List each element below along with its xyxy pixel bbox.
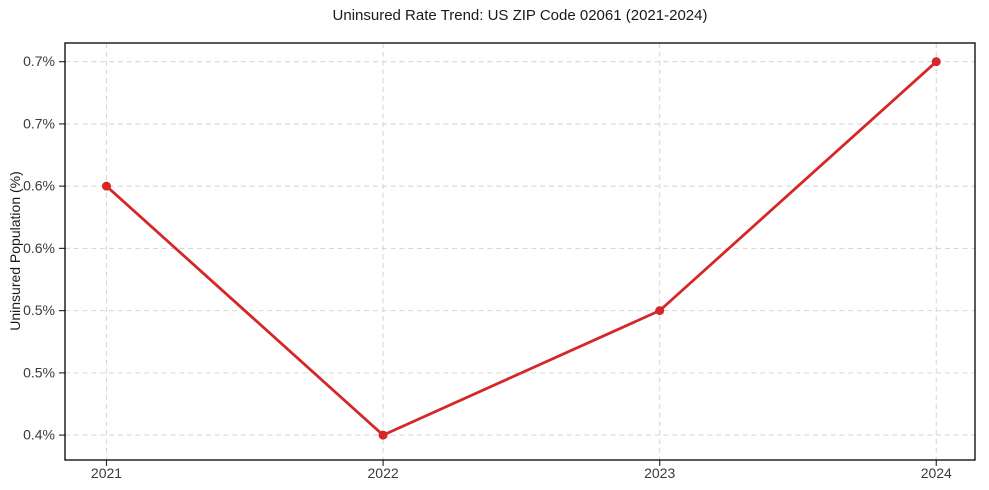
chart-title: Uninsured Rate Trend: US ZIP Code 02061 … [332,7,708,24]
x-tick-label: 2023 [644,465,675,481]
data-point-marker [378,430,388,440]
axis-tick-labels: 2021 2022 2023 2024 0.4% 0.5% 0.5% 0.6% 0.6% 0.7%… [23,53,952,481]
data-point-marker [931,57,941,67]
x-tick-label: 2022 [368,465,399,481]
y-tick-label: 0.6% [23,240,55,256]
data-point-marker [655,306,665,316]
y-tick-label: 0.7% [23,115,55,131]
y-tick-label: 0.4% [23,427,55,443]
data-series [101,57,941,440]
gridlines [65,43,975,460]
data-point-marker [101,181,111,191]
x-tick-label: 2024 [921,465,952,481]
y-axis-label: Uninsured Population (%) [7,171,23,331]
y-tick-label: 0.5% [23,302,55,318]
y-tick-label: 0.5% [23,364,55,380]
y-tick-label: 0.6% [23,178,55,194]
trend-line [105,60,938,437]
y-tick-label: 0.7% [23,53,55,69]
axis-ticks [59,61,937,466]
plot-area-border [64,42,976,461]
x-tick-label: 2021 [91,465,122,481]
